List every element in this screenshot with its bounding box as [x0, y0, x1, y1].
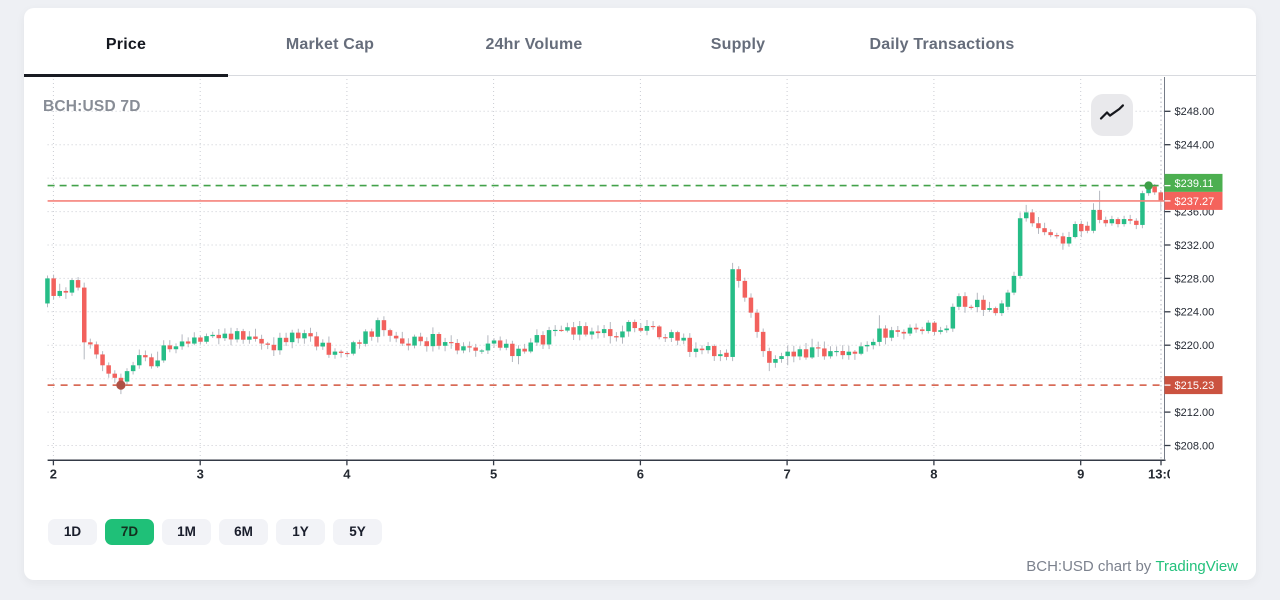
svg-text:$220.00: $220.00	[1175, 340, 1215, 352]
svg-text:$232.00: $232.00	[1175, 240, 1215, 252]
svg-text:$228.00: $228.00	[1175, 273, 1215, 285]
svg-text:5: 5	[490, 466, 497, 481]
svg-text:$248.00: $248.00	[1175, 106, 1215, 118]
svg-text:$239.11: $239.11	[1175, 178, 1214, 190]
svg-text:3: 3	[197, 466, 204, 481]
svg-text:$215.23: $215.23	[1175, 380, 1215, 392]
svg-text:13:00: 13:00	[1148, 466, 1181, 481]
svg-text:$244.00: $244.00	[1175, 140, 1215, 152]
svg-text:$224.00: $224.00	[1175, 307, 1215, 319]
svg-text:9: 9	[1077, 466, 1084, 481]
svg-text:8: 8	[930, 466, 937, 481]
svg-text:$208.00: $208.00	[1175, 440, 1215, 452]
svg-text:4: 4	[343, 466, 351, 481]
svg-text:$212.00: $212.00	[1175, 407, 1215, 419]
svg-text:2: 2	[50, 466, 57, 481]
svg-text:7: 7	[783, 466, 790, 481]
svg-text:6: 6	[637, 466, 644, 481]
svg-text:$237.27: $237.27	[1175, 196, 1215, 208]
